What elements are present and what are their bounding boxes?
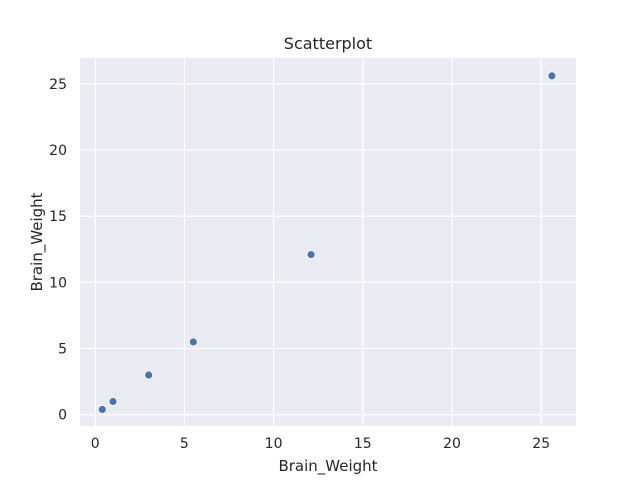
y-tick-label: 0 [58,408,67,424]
x-tick-label: 25 [532,436,550,452]
y-tick-label: 10 [49,275,67,291]
grid-lines [80,58,576,426]
data-point [144,370,154,380]
data-point [188,337,198,347]
y-tick-label: 20 [49,143,67,159]
x-tick-label: 10 [265,436,283,452]
y-tick-label: 25 [49,77,67,93]
y-tick-label: 15 [49,209,67,225]
x-tick-label: 20 [443,436,461,452]
plot-area [80,58,576,426]
x-tick-label: 5 [180,436,189,452]
data-point [97,405,107,414]
data-points [97,71,557,414]
data-point [306,250,316,259]
data-point [547,71,557,81]
y-tick-labels: 0 5 10 15 20 25 [49,77,67,424]
chart-title: Scatterplot [284,34,372,53]
x-tick-label: 15 [354,436,372,452]
x-axis-label: Brain_Weight [278,457,377,476]
x-tick-labels: 0 5 10 15 20 25 [91,436,550,452]
y-tick-label: 5 [58,342,67,358]
y-axis-label: Brain_Weight [28,192,47,291]
x-tick-label: 0 [91,436,100,452]
data-point [108,397,118,406]
